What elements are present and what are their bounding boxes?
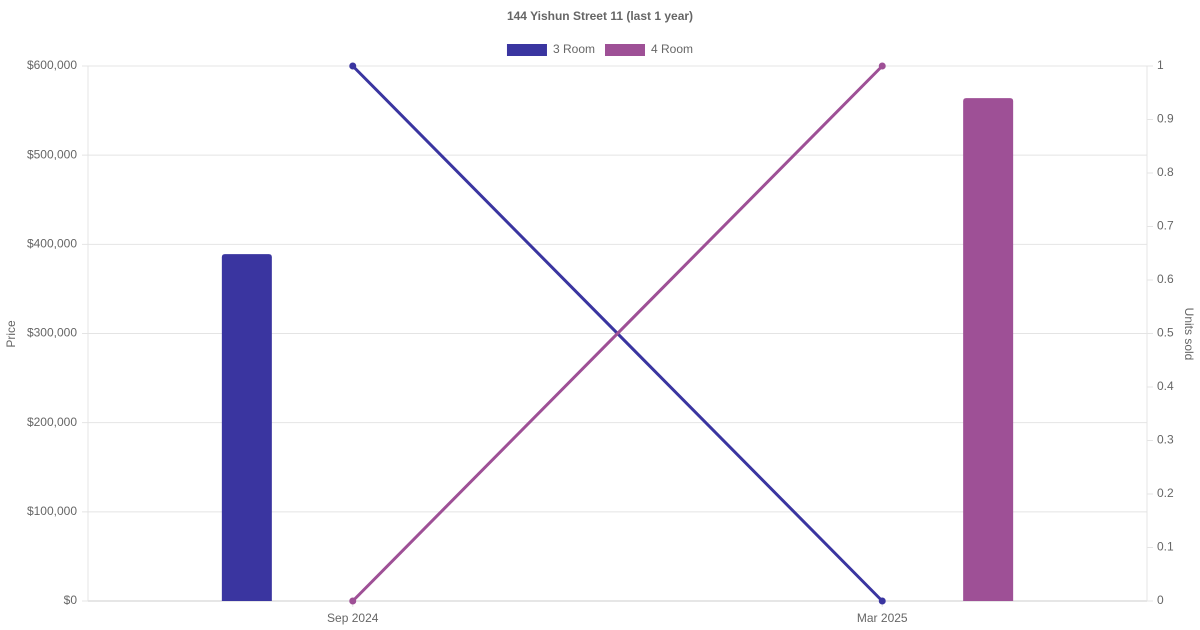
y2-tick-label: 0.7 <box>1157 219 1174 233</box>
y2-tick-label: 0.5 <box>1157 326 1174 340</box>
y-tick-label: $500,000 <box>27 147 77 161</box>
point <box>349 597 357 605</box>
y-tick-label: $600,000 <box>27 58 77 72</box>
y2-tick-label: 0.6 <box>1157 272 1174 286</box>
y2-tick-label: 0 <box>1157 593 1164 607</box>
y2-tick-label: 0.1 <box>1157 540 1174 554</box>
y-tick-label: $300,000 <box>27 326 77 340</box>
x-tick-label: Sep 2024 <box>327 611 379 625</box>
y2-tick-label: 1 <box>1157 58 1164 72</box>
legend-label: 3 Room <box>553 42 595 56</box>
y2-tick-label: 0.3 <box>1157 433 1174 447</box>
point <box>878 62 886 70</box>
bar <box>963 98 1014 601</box>
y2-axis-title: Units sold <box>1182 308 1196 361</box>
x-tick-label: Mar 2025 <box>857 611 908 625</box>
y2-tick-label: 0.8 <box>1157 165 1174 179</box>
chart-title: 144 Yishun Street 11 (last 1 year) <box>507 9 693 23</box>
y-tick-label: $0 <box>64 593 78 607</box>
legend-swatch <box>605 44 645 56</box>
y-axis-title: Price <box>4 320 18 348</box>
point <box>878 597 886 605</box>
legend: 3 Room 4 Room <box>506 42 693 56</box>
y-tick-label: $100,000 <box>27 504 77 518</box>
legend-label: 4 Room <box>651 42 693 56</box>
y-tick-label: $400,000 <box>27 237 77 251</box>
legend-swatch <box>506 44 547 56</box>
bar <box>221 254 272 601</box>
y2-tick-label: 0.2 <box>1157 486 1174 500</box>
y2-tick-label: 0.9 <box>1157 112 1174 126</box>
line <box>351 64 884 603</box>
point <box>349 62 357 70</box>
y-tick-label: $200,000 <box>27 415 77 429</box>
y2-tick-label: 0.4 <box>1157 379 1174 393</box>
